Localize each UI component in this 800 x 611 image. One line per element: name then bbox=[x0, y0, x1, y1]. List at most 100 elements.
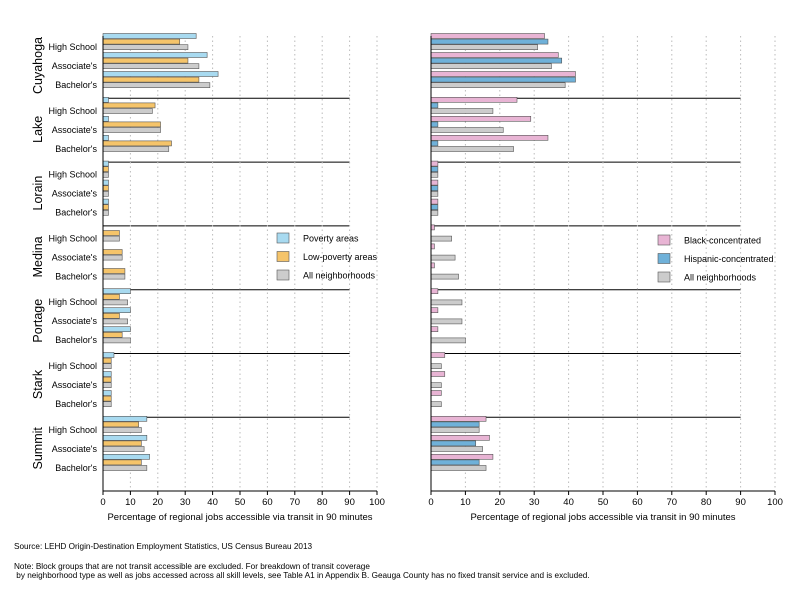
bar bbox=[430, 427, 480, 433]
bar bbox=[102, 382, 112, 389]
bar bbox=[102, 33, 197, 39]
bar bbox=[102, 312, 120, 319]
bar bbox=[102, 459, 142, 466]
x-tick-label: 100 bbox=[369, 497, 385, 508]
legend-swatch bbox=[276, 232, 290, 244]
legend-label: All neighborhoods bbox=[684, 273, 757, 283]
bar bbox=[430, 121, 439, 128]
bar bbox=[430, 299, 463, 306]
bar bbox=[102, 57, 189, 64]
bar bbox=[430, 108, 494, 114]
bar bbox=[430, 446, 483, 452]
bar bbox=[430, 382, 442, 389]
bar bbox=[102, 446, 145, 452]
bar bbox=[430, 401, 442, 408]
bar bbox=[430, 198, 439, 205]
bar bbox=[430, 440, 477, 447]
bar bbox=[102, 293, 120, 300]
bar bbox=[430, 204, 439, 210]
bar bbox=[430, 38, 549, 45]
skill-label: Bachelor's bbox=[55, 80, 97, 90]
bar bbox=[102, 230, 120, 236]
bar bbox=[102, 421, 139, 428]
bar bbox=[102, 191, 109, 197]
bar bbox=[430, 82, 566, 88]
county-label: Cuyahoga bbox=[31, 37, 45, 94]
x-tick-label: 90 bbox=[735, 497, 746, 508]
bar bbox=[102, 127, 161, 133]
bar bbox=[102, 434, 148, 441]
bar bbox=[102, 38, 181, 45]
x-tick-label: 80 bbox=[701, 497, 712, 508]
x-tick-label: 0 bbox=[428, 497, 433, 508]
bar bbox=[102, 299, 128, 306]
bar bbox=[430, 243, 435, 250]
bar bbox=[102, 273, 126, 280]
bar bbox=[102, 254, 123, 261]
bar bbox=[430, 262, 435, 269]
bar bbox=[102, 210, 109, 216]
x-tick-label: 60 bbox=[632, 497, 643, 508]
bar bbox=[430, 307, 439, 314]
bar bbox=[102, 326, 131, 333]
skill-label: Bachelor's bbox=[55, 144, 97, 154]
bar bbox=[102, 288, 131, 295]
x-axis-label: Percentage of regional jobs accessible v… bbox=[107, 512, 372, 523]
bar bbox=[430, 288, 439, 295]
bar bbox=[430, 71, 576, 77]
x-tick-label: 40 bbox=[563, 497, 574, 508]
bar bbox=[102, 331, 123, 338]
x-tick-label: 10 bbox=[460, 497, 471, 508]
bar bbox=[430, 363, 442, 370]
bar bbox=[430, 465, 487, 471]
bar bbox=[430, 224, 435, 231]
bar bbox=[102, 135, 109, 141]
bar bbox=[430, 33, 545, 39]
legend-swatch bbox=[276, 269, 290, 281]
bar bbox=[102, 179, 109, 186]
x-tick-label: 80 bbox=[317, 497, 328, 508]
bar bbox=[430, 459, 480, 466]
bar bbox=[430, 76, 576, 83]
skill-label: Associate's bbox=[52, 316, 98, 326]
bar bbox=[102, 76, 200, 83]
bar bbox=[430, 179, 439, 186]
x-tick-label: 40 bbox=[207, 497, 218, 508]
skill-label: Associate's bbox=[52, 252, 98, 262]
skill-label: High School bbox=[48, 361, 97, 371]
bar bbox=[102, 102, 156, 109]
bar bbox=[102, 337, 131, 344]
bar bbox=[102, 395, 112, 402]
bar bbox=[430, 453, 494, 460]
skill-label: Bachelor's bbox=[55, 335, 97, 345]
bar bbox=[102, 390, 112, 396]
x-tick-label: 10 bbox=[125, 497, 136, 508]
skill-label: Bachelor's bbox=[55, 463, 97, 473]
note-line-2: by neighborhood type as well as jobs acc… bbox=[14, 571, 590, 580]
bar bbox=[430, 166, 439, 172]
legend-swatch bbox=[657, 271, 671, 283]
skill-label: Associate's bbox=[52, 189, 98, 199]
bar bbox=[430, 318, 463, 325]
bar bbox=[430, 127, 504, 133]
bar bbox=[102, 160, 109, 167]
bar bbox=[102, 172, 109, 178]
bar bbox=[430, 146, 514, 152]
x-tick-label: 30 bbox=[529, 497, 540, 508]
skill-label: Bachelor's bbox=[55, 271, 97, 281]
bar bbox=[102, 198, 109, 205]
bar bbox=[430, 273, 459, 280]
bar bbox=[430, 52, 559, 58]
bar bbox=[102, 235, 120, 242]
skill-label: High School bbox=[48, 106, 97, 116]
bar bbox=[430, 421, 480, 428]
bar bbox=[430, 57, 563, 64]
county-label: Stark bbox=[31, 369, 45, 399]
bar bbox=[430, 371, 446, 377]
county-label: Lorain bbox=[31, 176, 45, 211]
bar bbox=[102, 108, 153, 114]
skill-label: High School bbox=[48, 170, 97, 180]
bar bbox=[102, 453, 150, 460]
bar bbox=[430, 352, 446, 358]
bar bbox=[430, 390, 442, 396]
